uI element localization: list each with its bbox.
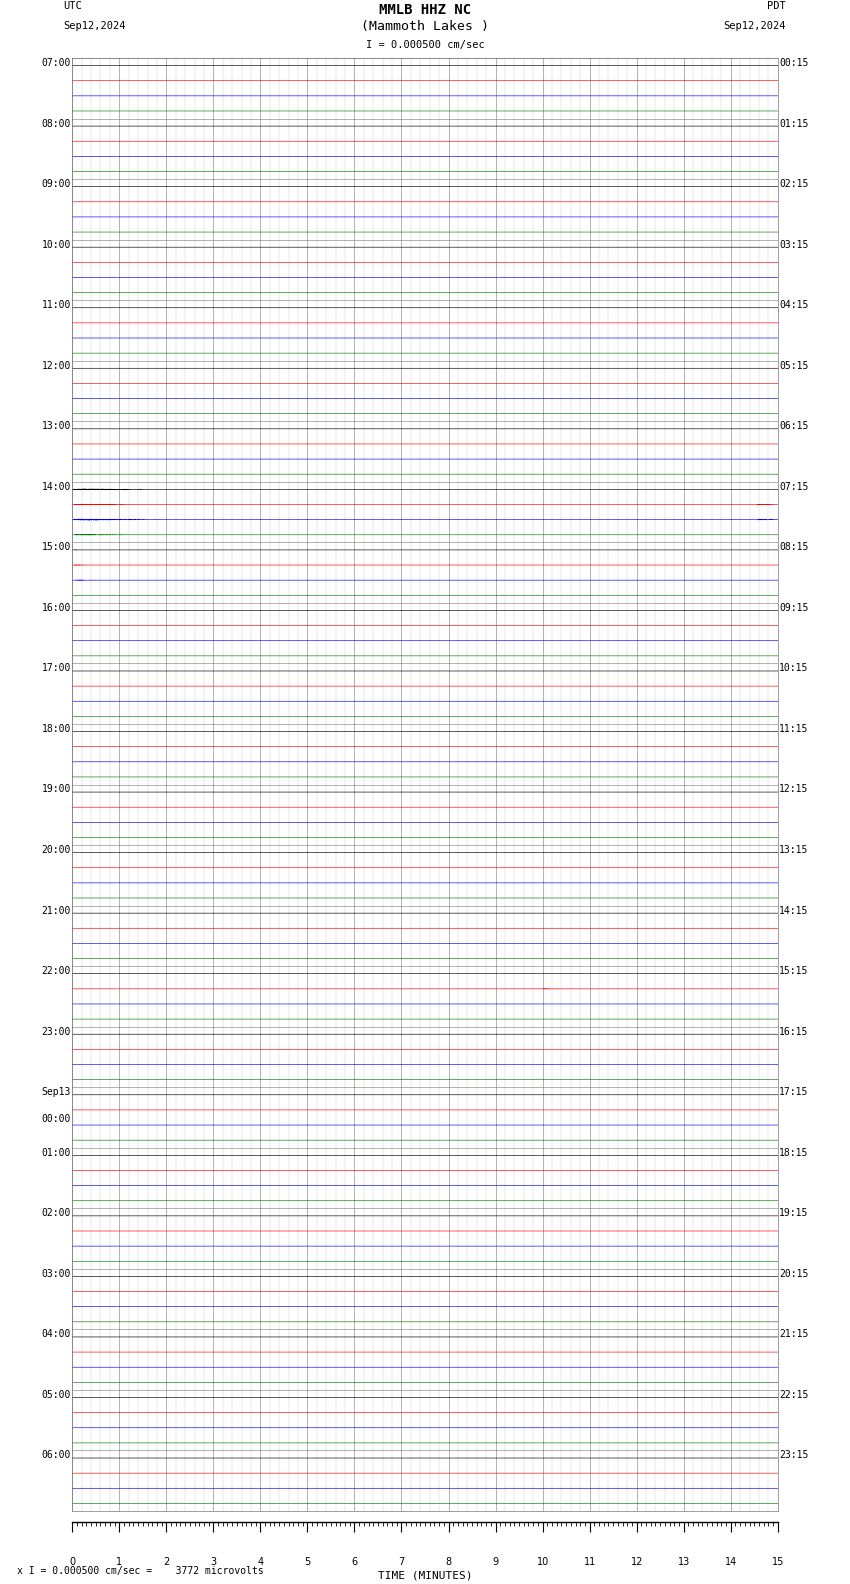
Text: 16:00: 16:00	[42, 604, 71, 613]
Text: 08:15: 08:15	[779, 542, 808, 553]
Text: 15:15: 15:15	[779, 966, 808, 976]
Text: 03:00: 03:00	[42, 1269, 71, 1278]
Text: 00:15: 00:15	[779, 59, 808, 68]
Text: 12:15: 12:15	[779, 784, 808, 795]
X-axis label: TIME (MINUTES): TIME (MINUTES)	[377, 1571, 473, 1581]
Text: 00:00: 00:00	[42, 1115, 71, 1125]
Text: 10:00: 10:00	[42, 239, 71, 250]
Text: 17:15: 17:15	[779, 1087, 808, 1098]
Text: 11:15: 11:15	[779, 724, 808, 733]
Text: 19:00: 19:00	[42, 784, 71, 795]
Text: 13:00: 13:00	[42, 421, 71, 431]
Text: 23:15: 23:15	[779, 1451, 808, 1460]
Text: 22:15: 22:15	[779, 1389, 808, 1400]
Text: Sep13: Sep13	[42, 1087, 71, 1098]
Text: 07:00: 07:00	[42, 59, 71, 68]
Text: 14:15: 14:15	[779, 906, 808, 916]
Text: 18:00: 18:00	[42, 724, 71, 733]
Text: 16:15: 16:15	[779, 1026, 808, 1036]
Text: 15:00: 15:00	[42, 542, 71, 553]
Text: 14:00: 14:00	[42, 482, 71, 491]
Text: 21:15: 21:15	[779, 1329, 808, 1340]
Text: 20:00: 20:00	[42, 844, 71, 855]
Text: 06:15: 06:15	[779, 421, 808, 431]
Text: 04:15: 04:15	[779, 299, 808, 310]
Text: 06:00: 06:00	[42, 1451, 71, 1460]
Text: UTC: UTC	[64, 2, 82, 11]
Text: 02:00: 02:00	[42, 1209, 71, 1218]
Text: I = 0.000500 cm/sec: I = 0.000500 cm/sec	[366, 40, 484, 51]
Text: x I = 0.000500 cm/sec =    3772 microvolts: x I = 0.000500 cm/sec = 3772 microvolts	[17, 1567, 264, 1576]
Text: 23:00: 23:00	[42, 1026, 71, 1036]
Text: 08:00: 08:00	[42, 119, 71, 128]
Text: 10:15: 10:15	[779, 664, 808, 673]
Text: 22:00: 22:00	[42, 966, 71, 976]
Text: 19:15: 19:15	[779, 1209, 808, 1218]
Text: (Mammoth Lakes ): (Mammoth Lakes )	[361, 19, 489, 33]
Text: 12:00: 12:00	[42, 361, 71, 371]
Text: 01:15: 01:15	[779, 119, 808, 128]
Text: 02:15: 02:15	[779, 179, 808, 188]
Text: Sep12,2024: Sep12,2024	[723, 21, 786, 32]
Text: 09:15: 09:15	[779, 604, 808, 613]
Text: 09:00: 09:00	[42, 179, 71, 188]
Text: 21:00: 21:00	[42, 906, 71, 916]
Text: 20:15: 20:15	[779, 1269, 808, 1278]
Text: 18:15: 18:15	[779, 1148, 808, 1158]
Text: 13:15: 13:15	[779, 844, 808, 855]
Text: 01:00: 01:00	[42, 1148, 71, 1158]
Text: MMLB HHZ NC: MMLB HHZ NC	[379, 3, 471, 17]
Text: 04:00: 04:00	[42, 1329, 71, 1340]
Text: Sep12,2024: Sep12,2024	[64, 21, 127, 32]
Text: 05:00: 05:00	[42, 1389, 71, 1400]
Text: 17:00: 17:00	[42, 664, 71, 673]
Text: PDT: PDT	[768, 2, 786, 11]
Text: 07:15: 07:15	[779, 482, 808, 491]
Text: 05:15: 05:15	[779, 361, 808, 371]
Text: 11:00: 11:00	[42, 299, 71, 310]
Text: 03:15: 03:15	[779, 239, 808, 250]
